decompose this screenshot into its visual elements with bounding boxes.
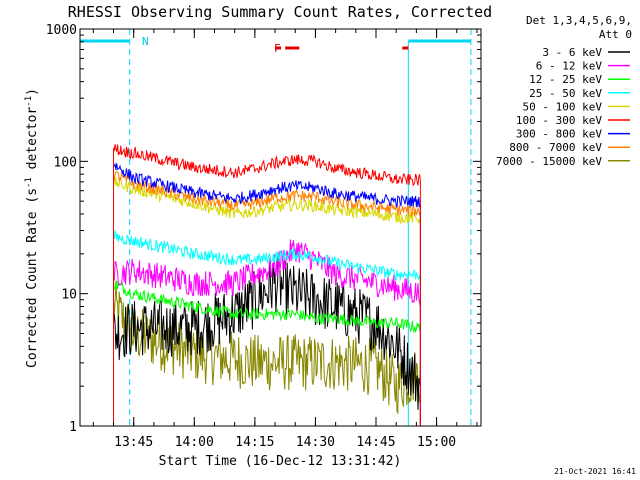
legend-label-0: 3 - 6 keV [542,46,602,59]
legend-label-1: 6 - 12 keV [536,60,603,73]
x-axis-label: Start Time (16-Dec-12 13:31:42) [159,454,402,469]
series-line-3 [113,229,421,426]
chart-title: RHESSI Observing Summary Count Rates, Co… [68,3,492,21]
flare-label: F [274,42,281,55]
x-tick-label-1: 14:00 [175,435,214,450]
plot-frame [79,28,482,427]
series-line-1 [113,239,421,426]
y-tick-label-2: 100 [54,155,77,170]
y-tick-label-0: 1 [69,420,77,435]
night-regions [80,29,472,426]
y-axis-ticks: 1 10 100 1000 [46,23,481,435]
legend-label-8: 7000 - 15000 keV [496,155,602,168]
x-tick-label-5: 15:00 [417,435,456,450]
legend-label-7: 800 - 7000 keV [509,141,602,154]
series-line-6 [113,162,421,426]
x-tick-label-0: 13:45 [114,435,153,450]
legend-label-6: 300 - 800 keV [516,128,602,141]
timestamp: 21-Oct-2021 16:41 [554,467,636,476]
legend-label-5: 100 - 300 keV [516,114,602,127]
y-axis-label: Corrected Count Rate (s-1 detector-1) [24,88,40,368]
x-tick-label-2: 14:15 [235,435,274,450]
legend-header-1: Det 1,3,4,5,6,9, [526,14,632,27]
x-tick-label-3: 14:30 [296,435,335,450]
night-label: N [142,35,149,48]
y-tick-label-3: 1000 [46,23,77,38]
series-line-7 [113,170,421,426]
series-line-0 [113,256,421,426]
legend-label-2: 12 - 25 keV [529,73,602,86]
y-tick-label-1: 10 [61,288,77,303]
series-line-2 [113,280,421,426]
series-line-5 [113,144,421,426]
x-tick-label-4: 14:45 [356,435,395,450]
series-lines [113,144,421,426]
legend-header-2: Att 0 [599,28,632,41]
legend-label-3: 25 - 50 keV [529,87,602,100]
x-axis-ticks: 13:45 14:00 14:15 14:30 14:45 15:00 [92,29,478,450]
legend-label-4: 50 - 100 keV [523,100,603,113]
